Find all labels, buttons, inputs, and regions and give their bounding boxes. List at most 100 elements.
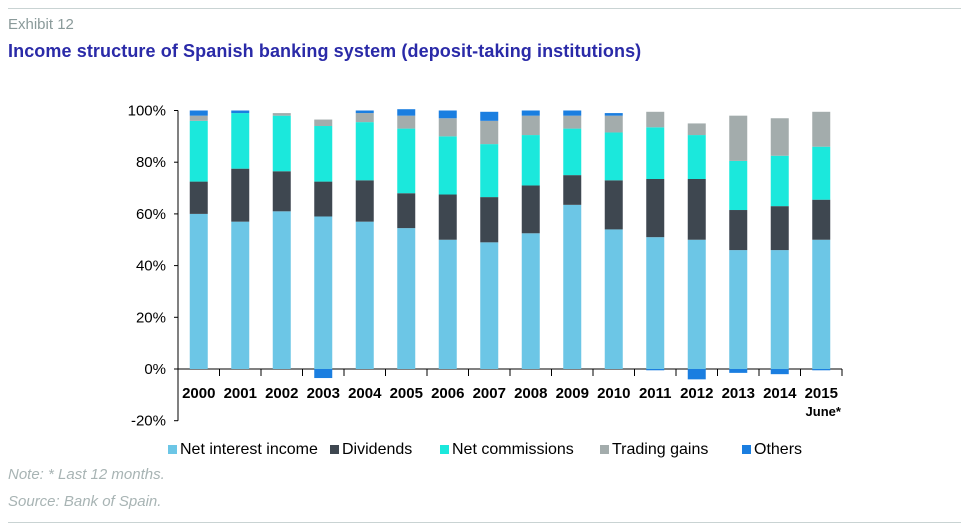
bar-segment [272,115,291,172]
legend-label: Trading gains [612,441,708,458]
legend-swatch [742,445,751,454]
bar-segment [521,135,540,186]
x-tick-label: 2001 [224,385,257,402]
bar-segment [272,211,291,369]
bar-segment [770,250,789,369]
x-tick-label: 2003 [307,385,340,402]
y-tick-label: 0% [144,361,166,378]
bar-segment [231,110,250,114]
bar-segment [480,144,499,198]
y-tick-label: 80% [136,154,166,171]
bottom-rule [8,522,961,523]
bar-segment [355,113,374,123]
bar-segment [563,175,582,205]
bar-segment [480,242,499,369]
bar-segment [687,369,706,380]
bar-segment [314,216,333,369]
bar-segment [646,179,665,238]
bar-segment [687,179,706,240]
x-tick-label: 2007 [473,385,506,402]
y-tick-label: -20% [131,413,166,430]
legend-label: Others [754,441,802,458]
bar-segment [314,119,333,127]
bar-segment [812,199,831,240]
bar-segment [646,237,665,369]
bar-segment [770,155,789,207]
y-tick-label: 40% [136,258,166,275]
bar-segment [812,239,831,369]
bar-segment [314,369,333,379]
bar-segment [563,110,582,116]
bar-segment [812,369,831,371]
bar-segment [521,233,540,369]
exhibit-label: Exhibit 12 [8,16,74,33]
bar-segment [604,115,623,133]
bar-segment [272,113,291,116]
bar-segment [438,194,457,240]
bar-segment [687,239,706,369]
bar-segment [729,369,748,373]
bar-segment [521,185,540,234]
y-tick-label: 100% [128,103,166,120]
bar-segment [189,213,208,369]
x-tick-label: 2011 [639,385,672,402]
bar-segment [231,113,250,169]
bar-segment [189,120,208,182]
bar-segment [438,110,457,119]
x-tick-label: 2000 [182,385,215,402]
x-tick-label: 2002 [265,385,298,402]
footnote: Note: * Last 12 months. [8,466,165,483]
legend-label: Dividends [342,441,412,458]
bar-segment [189,115,208,121]
bar-segment [314,126,333,182]
legend-swatch [440,445,449,454]
x-tick-label: 2012 [680,385,713,402]
x-tick-label: 2006 [431,385,464,402]
bar-segment [480,111,499,121]
bar-segment [563,128,582,176]
x-tick-label: 2014 [763,385,797,402]
bar-segment [770,206,789,251]
x-tick-label: 2009 [556,385,589,402]
source-note: Source: Bank of Spain. [8,493,162,510]
x-tick-label: 2015 [805,385,838,402]
x-tick-sublabel: June* [806,404,842,419]
bar-segment [521,110,540,116]
x-tick-label: 2010 [597,385,630,402]
bar-segment [521,115,540,136]
bar-segment [729,210,748,251]
x-tick-label: 2008 [514,385,547,402]
bar-segment [438,136,457,195]
legend-label: Net interest income [180,441,318,458]
bar-segment [604,229,623,369]
bar-segment [272,171,291,212]
top-rule [8,8,961,9]
x-tick-label: 2005 [390,385,423,402]
bar-segment [397,109,416,116]
bar-segment [231,221,250,369]
bar-segment [687,135,706,180]
legend-swatch [600,445,609,454]
y-tick-label: 20% [136,309,166,326]
bar-segment [397,115,416,129]
bar-segment [397,128,416,194]
bar-segment [397,193,416,229]
bar-segment [812,146,831,200]
legend-swatch [168,445,177,454]
bar-segment [604,180,623,230]
bar-segment [729,160,748,211]
bar-segment [189,110,208,116]
bar-segment [687,123,706,136]
bar-segment [189,181,208,214]
bar-segment [355,122,374,181]
bar-segment [646,369,665,371]
legend-swatch [330,445,339,454]
bar-segment [812,111,831,147]
bar-segment [231,168,250,222]
bar-segment [438,118,457,137]
chart-title: Income structure of Spanish banking syst… [8,41,642,61]
bar-segment [646,111,665,128]
bar-segment [604,132,623,181]
bar-segment [563,204,582,369]
